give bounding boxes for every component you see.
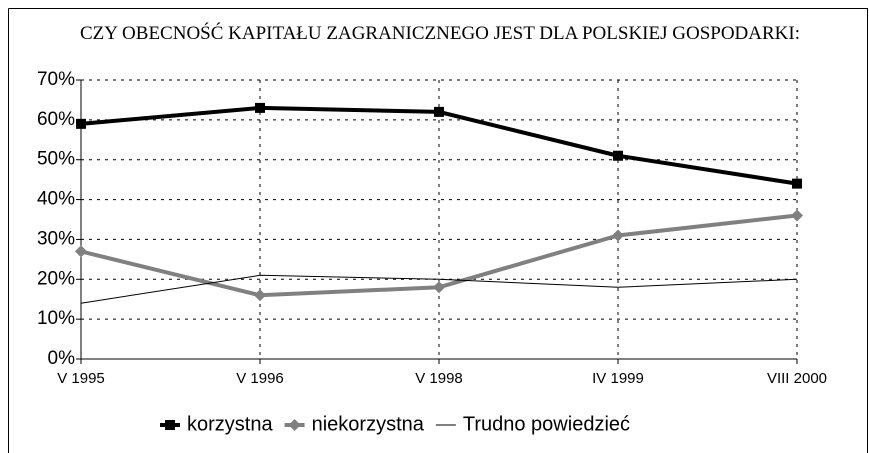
legend-marker [165, 420, 175, 430]
data-point [792, 178, 802, 189]
x-tick-label: VIII 2000 [767, 370, 827, 387]
y-tick-label: 50% [37, 149, 75, 170]
y-tick-label: 30% [37, 228, 75, 249]
data-point [613, 150, 623, 161]
data-point [434, 106, 444, 117]
legend-label: korzystna [187, 413, 273, 435]
x-tick-label: V 1996 [236, 370, 284, 387]
x-tick-label: V 1998 [415, 370, 463, 387]
legend-marker [288, 419, 301, 431]
y-tick-label: 0% [48, 348, 76, 369]
legend-label: Trudno powiedzieć [463, 413, 630, 435]
data-point [791, 209, 803, 222]
data-point [254, 289, 266, 302]
series-line [80, 274, 798, 304]
y-tick-label: 40% [37, 189, 75, 210]
data-point [433, 281, 445, 294]
y-tick-label: 60% [37, 109, 75, 130]
data-point [255, 102, 265, 113]
chart-title: CZY OBECNOŚĆ KAPITAŁU ZAGRANICZNEGO JEST… [80, 23, 800, 44]
data-point [76, 118, 86, 129]
y-tick-label: 10% [37, 308, 75, 329]
data-point [612, 229, 624, 242]
y-tick-label: 20% [37, 268, 75, 289]
legend-label: niekorzystna [312, 413, 425, 435]
data-point [75, 245, 87, 258]
x-tick-label: V 1995 [57, 370, 105, 387]
y-tick-label: 70% [37, 69, 75, 90]
x-tick-label: IV 1999 [592, 370, 644, 387]
